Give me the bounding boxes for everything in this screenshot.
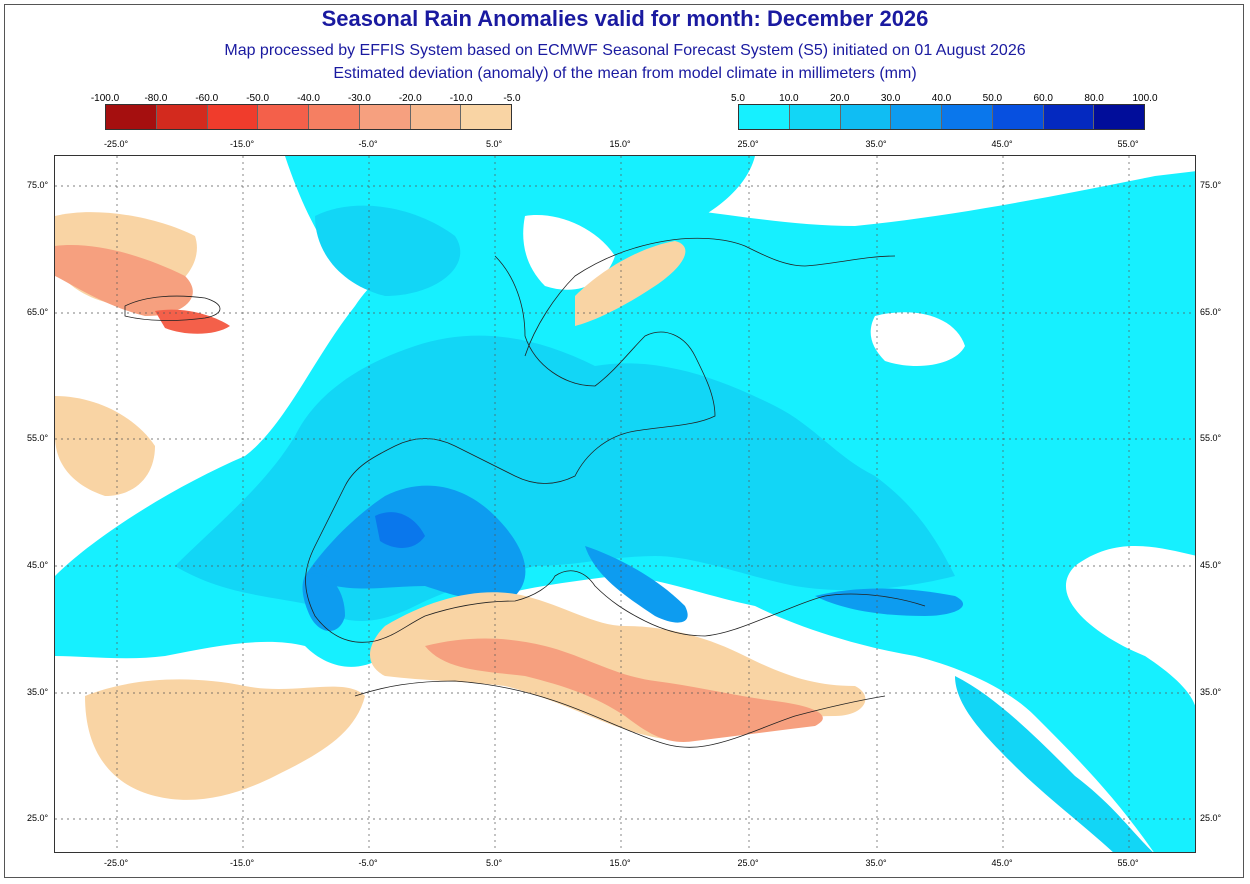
longitude-label: -5.0° bbox=[358, 139, 378, 149]
ocean-gap-russia bbox=[870, 312, 965, 366]
positive-swatch bbox=[789, 105, 841, 129]
anomaly-area-negative-scandinavia bbox=[575, 241, 686, 326]
longitude-label: 5.0° bbox=[485, 139, 503, 149]
map-title: Seasonal Rain Anomalies valid for month:… bbox=[321, 6, 929, 31]
negative-tick-label: -80.0 bbox=[144, 93, 168, 104]
negative-swatch bbox=[410, 105, 462, 129]
positive-tick-label: 100.0 bbox=[1132, 93, 1158, 104]
anomaly-area-positive-strong-balkans bbox=[585, 546, 688, 623]
negative-swatch bbox=[156, 105, 208, 129]
negative-swatch bbox=[461, 105, 511, 129]
positive-swatch bbox=[891, 105, 942, 129]
positive-colorbar bbox=[738, 104, 1145, 130]
anomaly-area-positive-mid-east bbox=[955, 676, 1153, 852]
latitude-label: 75.0° bbox=[27, 180, 49, 190]
longitude-label: 15.0° bbox=[609, 139, 631, 149]
graticule bbox=[55, 156, 1195, 852]
longitude-label: 35.0° bbox=[865, 139, 887, 149]
positive-tick-label: 10.0 bbox=[779, 93, 799, 104]
latitude-label: 65.0° bbox=[1200, 307, 1222, 317]
negative-swatch bbox=[359, 105, 411, 129]
anomaly-area-negative-iceland-strong bbox=[55, 245, 193, 316]
negative-swatch bbox=[258, 105, 309, 129]
positive-swatch bbox=[1094, 105, 1144, 129]
latitude-label: 45.0° bbox=[1200, 560, 1222, 570]
negative-tick-label: -50.0 bbox=[246, 93, 270, 104]
anomaly-area-negative-med-strong bbox=[425, 638, 823, 742]
latitude-label: 55.0° bbox=[27, 433, 49, 443]
anomaly-map-svg bbox=[55, 156, 1195, 852]
map-subtitle-units: Estimated deviation (anomaly) of the mea… bbox=[333, 65, 917, 82]
coastline-europe bbox=[305, 255, 926, 643]
anomaly-area-positive-mid-north bbox=[315, 205, 461, 296]
latitude-label: 25.0° bbox=[1200, 813, 1222, 823]
latitude-label: 55.0° bbox=[1200, 433, 1222, 443]
longitude-label: -5.0° bbox=[358, 858, 378, 868]
negative-colorbar bbox=[105, 104, 512, 130]
coastline-africa bbox=[354, 680, 886, 748]
longitude-label: -25.0° bbox=[103, 858, 129, 868]
latitude-label: 45.0° bbox=[27, 560, 49, 570]
anomaly-area-negative-atlantic-south bbox=[85, 679, 365, 800]
positive-swatch bbox=[739, 105, 790, 129]
negative-tick-label: -20.0 bbox=[398, 93, 422, 104]
latitude-label: 75.0° bbox=[1200, 180, 1222, 190]
positive-swatch bbox=[1043, 105, 1095, 129]
longitude-label: 25.0° bbox=[737, 858, 759, 868]
longitude-label: 15.0° bbox=[609, 858, 631, 868]
latitude-label: 65.0° bbox=[27, 307, 49, 317]
figure-frame bbox=[4, 4, 1244, 878]
negative-tick-label: -60.0 bbox=[195, 93, 219, 104]
positive-tick-label: 40.0 bbox=[931, 93, 952, 104]
latitude-label: 35.0° bbox=[27, 687, 49, 697]
anomaly-area-positive-deep bbox=[375, 512, 425, 548]
longitude-label: 45.0° bbox=[991, 139, 1013, 149]
longitude-label: 5.0° bbox=[485, 858, 503, 868]
positive-tick-label: 60.0 bbox=[1033, 93, 1053, 104]
negative-swatch bbox=[207, 105, 259, 129]
ocean-gap-atlantic bbox=[55, 302, 196, 396]
positive-tick-label: 5.0 bbox=[731, 93, 745, 104]
longitude-label: 55.0° bbox=[1117, 139, 1139, 149]
map-subtitle-source: Map processed by EFFIS System based on E… bbox=[224, 42, 1026, 59]
positive-tick-label: 30.0 bbox=[880, 93, 901, 104]
longitude-label: 25.0° bbox=[737, 139, 759, 149]
negative-tick-label: -10.0 bbox=[449, 93, 473, 104]
anomaly-area-positive-strong-caucasus bbox=[815, 588, 964, 616]
anomaly-area-negative-atlantic-west bbox=[55, 396, 155, 496]
longitude-label: 35.0° bbox=[865, 858, 887, 868]
negative-tick-label: -100.0 bbox=[90, 93, 120, 104]
latitude-label: 35.0° bbox=[1200, 687, 1222, 697]
longitude-label: -15.0° bbox=[229, 858, 255, 868]
latitude-label: 25.0° bbox=[27, 813, 49, 823]
positive-tick-label: 20.0 bbox=[830, 93, 850, 104]
positive-tick-label: 50.0 bbox=[982, 93, 1003, 104]
ocean-gap-sahara bbox=[295, 694, 811, 852]
anomaly-area-positive-strong-iberia bbox=[302, 573, 345, 631]
longitude-label: 45.0° bbox=[991, 858, 1013, 868]
positive-tick-label: 80.0 bbox=[1084, 93, 1104, 104]
ocean-gap-norway-sea bbox=[523, 215, 615, 290]
negative-tick-label: -5.0 bbox=[503, 93, 521, 104]
anomaly-map[interactable] bbox=[54, 155, 1196, 853]
longitude-label: -25.0° bbox=[103, 139, 129, 149]
longitude-label: 55.0° bbox=[1117, 858, 1139, 868]
longitude-label: -15.0° bbox=[229, 139, 255, 149]
negative-swatch bbox=[309, 105, 360, 129]
coastline-scandinavia bbox=[524, 237, 896, 357]
positive-swatch bbox=[942, 105, 993, 129]
negative-swatch bbox=[106, 105, 157, 129]
negative-tick-label: -30.0 bbox=[347, 93, 371, 104]
positive-swatch bbox=[840, 105, 892, 129]
negative-tick-label: -40.0 bbox=[297, 93, 320, 104]
positive-swatch bbox=[992, 105, 1044, 129]
anomaly-area-negative-iceland-deep bbox=[155, 309, 230, 334]
coastline-iceland bbox=[124, 295, 221, 321]
